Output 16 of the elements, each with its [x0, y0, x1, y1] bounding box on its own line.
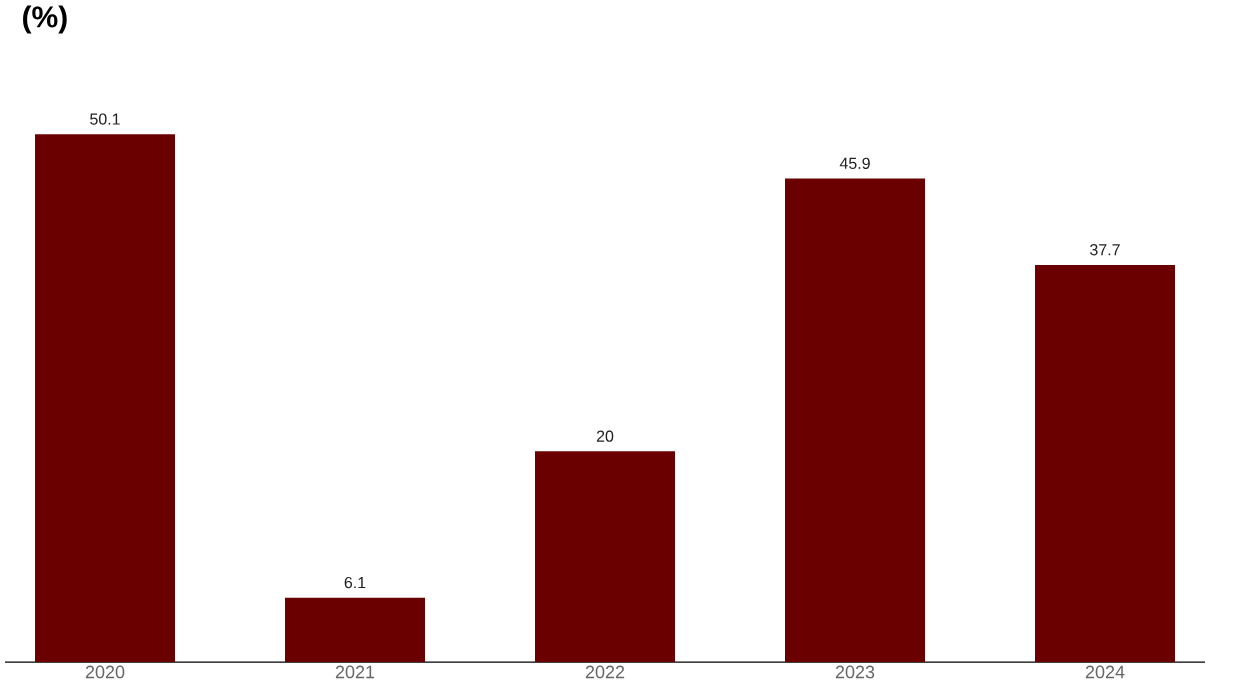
x-tick-label: 2023	[835, 665, 875, 679]
x-tick-label: 2020	[85, 665, 125, 679]
x-tick-label: 2024	[1085, 665, 1125, 679]
x-tick-label: 2022	[585, 665, 625, 679]
data-label: 20	[596, 430, 614, 442]
data-label: 50.1	[90, 113, 120, 125]
x-tick-label: 2021	[335, 665, 375, 679]
chart-title: (%)	[23, 5, 67, 34]
bar	[785, 178, 926, 663]
data-label: 45.9	[839, 157, 870, 169]
data-label: 6.1	[344, 576, 366, 589]
bar	[1035, 264, 1175, 663]
data-label: 37.7	[1090, 244, 1120, 256]
bar	[35, 134, 176, 663]
bar	[535, 451, 676, 663]
bar	[285, 597, 426, 663]
